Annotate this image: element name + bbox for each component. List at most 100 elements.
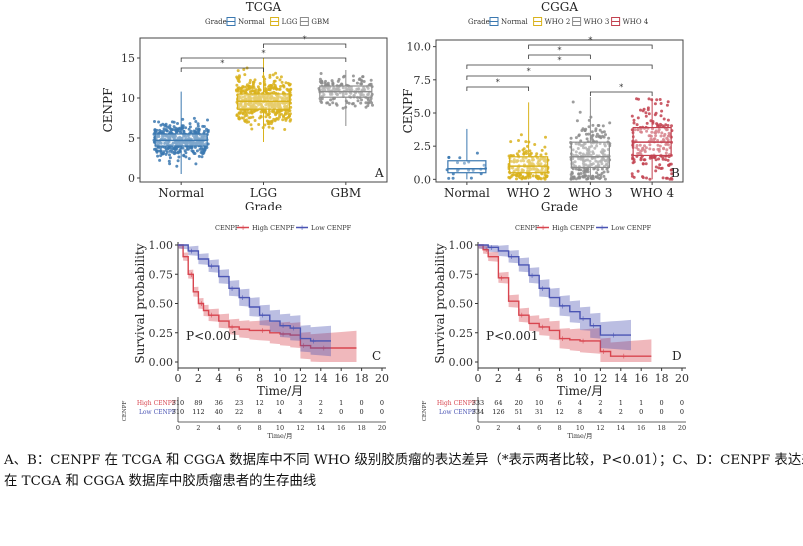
risk-row-name: High CENPF (137, 400, 176, 407)
risk-x-tick-label: 0 (476, 424, 480, 432)
risk-count: 112 (192, 408, 204, 416)
data-point (362, 80, 366, 83)
x-tick-label: 20 (375, 372, 389, 385)
data-point (662, 134, 666, 138)
data-point (606, 170, 610, 174)
risk-count: 0 (380, 399, 384, 407)
data-point (578, 176, 582, 180)
data-point (248, 86, 251, 90)
data-point (600, 162, 604, 166)
risk-count: 1 (619, 399, 623, 407)
data-point (515, 177, 518, 181)
data-point (272, 82, 276, 86)
data-point (366, 104, 370, 108)
data-point (331, 97, 335, 101)
risk-x-tick-label: 20 (678, 424, 686, 432)
data-point (188, 125, 192, 129)
x-tick-label: Normal (158, 186, 204, 200)
data-point (326, 101, 330, 105)
data-point (353, 104, 357, 108)
risk-count: 0 (339, 408, 343, 416)
data-point (170, 120, 174, 124)
data-point (544, 152, 548, 156)
data-point (319, 99, 323, 103)
data-point (648, 134, 652, 138)
data-point (270, 84, 274, 88)
data-point (271, 73, 275, 77)
legend-entry: WHO 3 (584, 18, 610, 26)
data-point (577, 172, 581, 176)
data-point (251, 82, 255, 86)
data-point (328, 103, 332, 107)
caption-line-1: A、B：CENPF 在 TCGA 和 CGGA 数据库中不同 WHO 级别胶质瘤… (4, 453, 803, 468)
data-point (200, 155, 204, 159)
data-point (196, 124, 200, 128)
data-point (369, 78, 373, 82)
data-point (632, 118, 636, 122)
data-point (254, 97, 258, 101)
data-point (155, 150, 159, 154)
risk-x-tick-label: 16 (637, 424, 645, 432)
data-point (525, 152, 528, 155)
data-point (182, 153, 186, 157)
legend-title: CENPF (515, 224, 540, 232)
data-point (600, 130, 604, 134)
data-point (289, 87, 293, 91)
data-point (509, 140, 513, 144)
data-point (278, 105, 282, 109)
data-point (320, 97, 324, 101)
data-point (538, 158, 542, 162)
risk-count: 0 (680, 408, 684, 416)
censor-mark: + (229, 285, 235, 293)
data-point (586, 177, 590, 181)
y-tick-label: 5 (128, 132, 135, 145)
data-point (657, 147, 661, 151)
data-point (272, 96, 276, 100)
data-point (154, 147, 158, 151)
data-point (636, 152, 640, 155)
data-point (276, 109, 280, 113)
data-point (595, 135, 599, 138)
data-point (515, 152, 519, 156)
y-tick-label: 0.75 (149, 268, 174, 281)
data-point (193, 141, 197, 145)
data-point (271, 103, 275, 107)
data-point (482, 163, 486, 167)
y-tick-label: 0.00 (449, 356, 474, 369)
data-point (263, 123, 267, 127)
data-point (598, 128, 602, 132)
data-point (164, 152, 168, 156)
x-tick-label: 8 (556, 372, 563, 385)
risk-x-tick-label: 4 (517, 424, 521, 432)
data-point (268, 73, 272, 77)
data-point (332, 86, 336, 90)
data-point (661, 138, 665, 141)
y-tick-label: 0 (128, 172, 135, 185)
data-point (577, 142, 581, 146)
data-point (666, 100, 670, 104)
x-tick-label: 10 (573, 372, 587, 385)
data-point (355, 81, 359, 85)
data-point (572, 163, 576, 167)
data-point (182, 129, 186, 133)
data-point (193, 145, 197, 149)
data-point (263, 82, 267, 86)
data-point (284, 81, 288, 85)
data-point (644, 162, 648, 166)
data-point (647, 112, 651, 116)
risk-count: 0 (660, 399, 664, 407)
data-point (649, 137, 653, 141)
data-point (236, 69, 240, 73)
data-point (273, 119, 277, 123)
censor-mark: + (621, 353, 627, 361)
data-point (201, 136, 205, 140)
x-tick-label: 16 (634, 372, 648, 385)
x-tick-label: 16 (334, 372, 348, 385)
data-point (659, 167, 663, 170)
y-tick-label: 0.25 (449, 327, 474, 340)
data-point (202, 125, 206, 128)
data-point (271, 126, 275, 130)
data-point (341, 86, 345, 90)
p-value: P<0.001 (186, 329, 238, 343)
data-point (259, 102, 263, 106)
